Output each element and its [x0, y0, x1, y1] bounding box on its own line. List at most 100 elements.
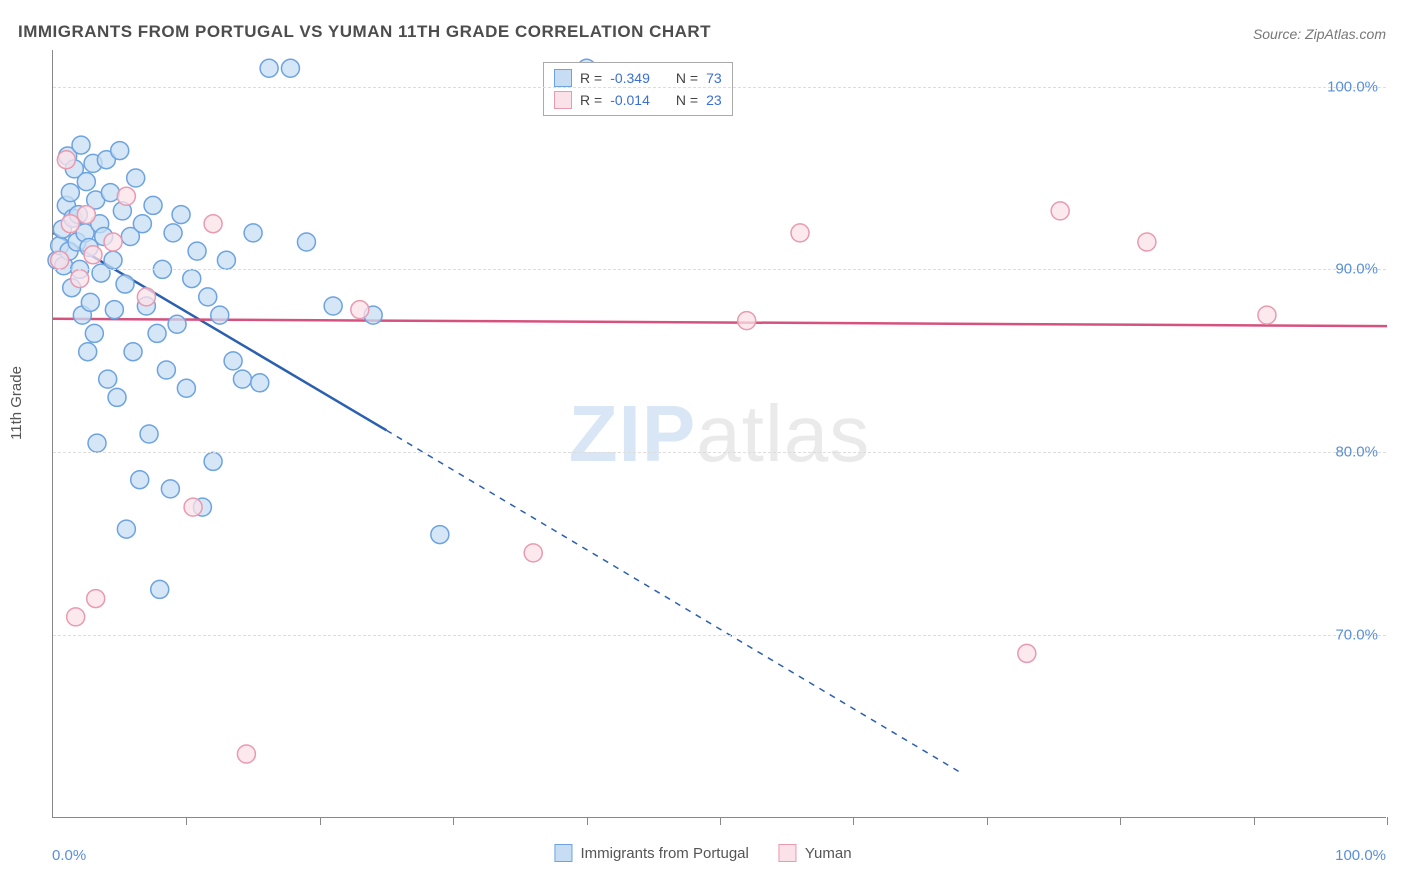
- data-point-yuman: [84, 246, 102, 264]
- data-point-portugal: [61, 184, 79, 202]
- x-tick: [987, 817, 988, 825]
- data-point-portugal: [101, 184, 119, 202]
- data-point-portugal: [77, 173, 95, 191]
- data-point-portugal: [85, 324, 103, 342]
- data-point-portugal: [251, 374, 269, 392]
- data-point-portugal: [177, 379, 195, 397]
- y-tick-label: 70.0%: [1335, 627, 1378, 644]
- data-point-portugal: [88, 434, 106, 452]
- data-point-portugal: [211, 306, 229, 324]
- data-point-portugal: [297, 233, 315, 251]
- data-point-yuman: [51, 251, 69, 269]
- x-tick: [1254, 817, 1255, 825]
- data-point-yuman: [67, 608, 85, 626]
- data-point-yuman: [117, 187, 135, 205]
- legend-r-label: R =: [580, 92, 602, 108]
- data-point-portugal: [260, 59, 278, 77]
- legend-series-label: Immigrants from Portugal: [580, 845, 748, 862]
- legend-r-label: R =: [580, 70, 602, 86]
- data-point-portugal: [140, 425, 158, 443]
- gridline: [53, 635, 1386, 636]
- data-point-yuman: [204, 215, 222, 233]
- data-point-yuman: [1138, 233, 1156, 251]
- data-point-portugal: [183, 270, 201, 288]
- data-point-yuman: [77, 206, 95, 224]
- x-tick: [720, 817, 721, 825]
- data-point-portugal: [99, 370, 117, 388]
- data-point-portugal: [72, 136, 90, 154]
- scatter-chart: [53, 50, 1387, 818]
- x-tick: [587, 817, 588, 825]
- data-point-portugal: [431, 526, 449, 544]
- source-label: Source: ZipAtlas.com: [1253, 26, 1386, 42]
- data-point-portugal: [204, 452, 222, 470]
- y-tick-label: 80.0%: [1335, 444, 1378, 461]
- data-point-yuman: [1018, 644, 1036, 662]
- legend-n-label: N =: [676, 70, 698, 86]
- data-point-yuman: [57, 151, 75, 169]
- x-tick: [320, 817, 321, 825]
- trend-line-dashed-portugal: [387, 430, 961, 772]
- x-axis-min-label: 0.0%: [52, 847, 86, 864]
- data-point-portugal: [217, 251, 235, 269]
- data-point-yuman: [137, 288, 155, 306]
- data-point-portugal: [281, 59, 299, 77]
- legend-stats: R =-0.349N =73R =-0.014N =23: [543, 62, 733, 116]
- data-point-yuman: [87, 590, 105, 608]
- data-point-portugal: [111, 142, 129, 160]
- legend-series: Immigrants from Portugal Yuman: [554, 844, 851, 862]
- x-tick: [453, 817, 454, 825]
- data-point-portugal: [244, 224, 262, 242]
- data-point-portugal: [224, 352, 242, 370]
- y-tick-label: 100.0%: [1327, 78, 1378, 95]
- x-axis-max-label: 100.0%: [1335, 847, 1386, 864]
- data-point-portugal: [188, 242, 206, 260]
- legend-swatch: [779, 844, 797, 862]
- data-point-portugal: [151, 580, 169, 598]
- gridline: [53, 452, 1386, 453]
- legend-series-item: Yuman: [779, 844, 852, 862]
- data-point-portugal: [199, 288, 217, 306]
- data-point-yuman: [104, 233, 122, 251]
- gridline: [53, 269, 1386, 270]
- legend-r-value: -0.014: [610, 92, 650, 108]
- legend-series-item: Immigrants from Portugal: [554, 844, 748, 862]
- legend-stats-row: R =-0.014N =23: [554, 89, 722, 111]
- gridline: [53, 87, 1386, 88]
- data-point-portugal: [157, 361, 175, 379]
- data-point-yuman: [738, 312, 756, 330]
- x-tick: [1120, 817, 1121, 825]
- legend-series-label: Yuman: [805, 845, 852, 862]
- x-tick: [853, 817, 854, 825]
- y-axis-label: 11th Grade: [8, 366, 25, 440]
- chart-container: IMMIGRANTS FROM PORTUGAL VS YUMAN 11TH G…: [0, 0, 1406, 892]
- data-point-portugal: [144, 196, 162, 214]
- data-point-portugal: [131, 471, 149, 489]
- data-point-portugal: [133, 215, 151, 233]
- x-tick: [1387, 817, 1388, 825]
- data-point-portugal: [117, 520, 135, 538]
- legend-swatch: [554, 91, 572, 109]
- trend-line-yuman: [53, 319, 1387, 326]
- legend-n-label: N =: [676, 92, 698, 108]
- data-point-yuman: [61, 215, 79, 233]
- legend-n-value: 73: [706, 70, 722, 86]
- data-point-portugal: [81, 293, 99, 311]
- legend-swatch: [554, 844, 572, 862]
- data-point-portugal: [104, 251, 122, 269]
- data-point-portugal: [172, 206, 190, 224]
- data-point-yuman: [184, 498, 202, 516]
- legend-r-value: -0.349: [610, 70, 650, 86]
- y-tick-label: 90.0%: [1335, 261, 1378, 278]
- data-point-portugal: [116, 275, 134, 293]
- data-point-portugal: [79, 343, 97, 361]
- data-point-portugal: [324, 297, 342, 315]
- x-tick: [186, 817, 187, 825]
- data-point-yuman: [1051, 202, 1069, 220]
- chart-title: IMMIGRANTS FROM PORTUGAL VS YUMAN 11TH G…: [18, 22, 711, 42]
- data-point-portugal: [127, 169, 145, 187]
- data-point-yuman: [71, 270, 89, 288]
- data-point-portugal: [124, 343, 142, 361]
- data-point-yuman: [237, 745, 255, 763]
- legend-swatch: [554, 69, 572, 87]
